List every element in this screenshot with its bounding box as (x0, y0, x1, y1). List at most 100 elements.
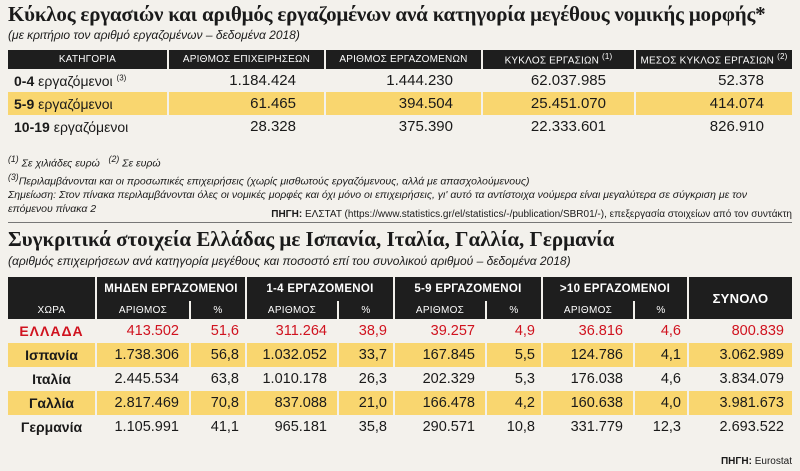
row-firms: 61.465 (167, 92, 325, 115)
cell-pct: 4,9 (485, 319, 542, 343)
header-group-zero: ΜΗΔΕΝ ΕΡΓΑΖΟΜΕΝΟΙ (95, 277, 246, 301)
cell-pct: 10,8 (485, 415, 542, 439)
comparison-header-sub: ΑΡΙΘΜΟΣ % ΑΡΙΘΜΟΣ % ΑΡΙΘΜΟΣ % ΑΡΙΘΜΟΣ % (8, 301, 792, 319)
footnote-3: Περιλαμβάνονται και οι προσωπικές επιχει… (18, 175, 530, 188)
header-country: ΧΩΡΑ (8, 277, 96, 319)
header-pct: % (633, 301, 688, 319)
footnote-note: Σημείωση: Στον πίνακα περιλαμβάνονται όλ… (8, 189, 747, 215)
cell-pct: 21,0 (337, 391, 394, 415)
header-firms: ΑΡΙΘΜΟΣ ΕΠΙΧΕΙΡΗΣΕΩΝ (167, 50, 325, 69)
header-group-5-9: 5-9 ΕΡΓΑΖΟΜΕΝΟΙ (393, 277, 542, 301)
header-count: ΑΡΙΘΜΟΣ (541, 301, 634, 319)
header-turnover: ΚΥΚΛΟΣ ΕΡΓΑΣΙΩΝ (1) (481, 50, 635, 69)
header-count: ΑΡΙΘΜΟΣ (245, 301, 338, 319)
country-name: Γαλλία (8, 391, 96, 415)
cell-total: 3.834.079 (687, 367, 792, 391)
cell-count: 2.817.469 (95, 391, 190, 415)
cell-count: 124.786 (541, 343, 634, 367)
table-row: 0-4 εργαζόμενοι (3) 1.184.424 1.444.230 … (8, 69, 792, 92)
cell-count: 1.032.052 (245, 343, 338, 367)
cell-count: 160.638 (541, 391, 634, 415)
category-range: 0-4 (14, 72, 35, 89)
cell-total: 3.981.673 (687, 391, 792, 415)
cell-pct: 12,3 (633, 415, 688, 439)
cell-pct: 63,8 (189, 367, 246, 391)
category-range: 5-9 (14, 95, 35, 112)
header-count: ΑΡΙΘΜΟΣ (95, 301, 190, 319)
cell-pct: 4,1 (633, 343, 688, 367)
footnote-mark-3: (3) (8, 172, 19, 182)
cell-count: 331.779 (541, 415, 634, 439)
footnote-mark-1: (1) (8, 154, 19, 164)
cell-pct: 4,0 (633, 391, 688, 415)
cell-count: 1.738.306 (95, 343, 190, 367)
header-employees: ΑΡΙΘΜΟΣ ΕΡΓΑΖΟΜΕΝΩΝ (324, 50, 482, 69)
section1-title: Κύκλος εργασιών και αριθμός εργαζομένων … (8, 2, 766, 26)
header-group-1-4: 1-4 ΕΡΓΑΖΟΜΕΝΟΙ (245, 277, 394, 301)
row-employees: 375.390 (324, 115, 482, 138)
header-turnover-sup: (1) (602, 52, 613, 62)
table-row: Ισπανία 1.738.306 56,8 1.032.052 33,7 167.845… (8, 343, 792, 367)
row-avg: 52.378 (634, 69, 792, 92)
turnover-table: ΚΑΤΗΓΟΡΙΑ ΑΡΙΘΜΟΣ ΕΠΙΧΕΙΡΗΣΕΩΝ ΑΡΙΘΜΟΣ Ε… (8, 50, 792, 138)
cell-count: 176.038 (541, 367, 634, 391)
row-firms: 1.184.424 (167, 69, 325, 92)
header-pct: % (485, 301, 542, 319)
cell-count: 202.329 (393, 367, 486, 391)
cell-count: 311.264 (245, 319, 338, 343)
table-row: Γαλλία 2.817.469 70,8 837.088 21,0 166.478 4,2… (8, 391, 792, 415)
row-category: 10-19 εργαζόμενοι (8, 115, 168, 138)
cell-count: 290.571 (393, 415, 486, 439)
cell-total: 2.693.522 (687, 415, 792, 439)
cell-count: 1.010.178 (245, 367, 338, 391)
divider (8, 222, 792, 223)
cell-pct: 26,3 (337, 367, 394, 391)
cell-count: 2.445.534 (95, 367, 190, 391)
cell-pct: 5,5 (485, 343, 542, 367)
category-text: εργαζόμενοι (38, 95, 113, 112)
header-avg-turnover-label: ΜΕΣΟΣ ΚΥΚΛΟΣ ΕΡΓΑΣΙΩΝ (640, 55, 775, 67)
source-1: ΠΗΓΗ: ΕΛΣΤΑΤ (https://www.statistics.gr/… (271, 209, 792, 220)
cell-pct: 56,8 (189, 343, 246, 367)
source-1-text: ΕΛΣΤΑΤ (https://www.statistics.gr/el/sta… (305, 209, 792, 220)
cell-count: 39.257 (393, 319, 486, 343)
footnote-1: Σε χιλιάδες ευρώ (21, 157, 100, 170)
section2-subtitle: (αριθμός επιχειρήσεων ανά κατηγορία μεγέ… (8, 254, 571, 268)
row-category: 0-4 εργαζόμενοι (3) (8, 69, 168, 92)
footnote-mark-2: (2) (108, 154, 120, 164)
cell-pct: 33,7 (337, 343, 394, 367)
row-avg: 414.074 (634, 92, 792, 115)
table-row: 5-9 εργαζόμενοι 61.465 394.504 25.451.07… (8, 92, 792, 115)
section1-subtitle: (με κριτήριο τον αριθμό εργαζομένων – δε… (8, 28, 300, 42)
header-pct: % (337, 301, 394, 319)
header-avg-turnover-sup: (2) (777, 52, 788, 62)
category-text: εργαζόμενοι (38, 72, 113, 89)
category-range: 10-19 (14, 118, 50, 135)
cell-total: 800.839 (687, 319, 792, 343)
cell-count: 413.502 (95, 319, 190, 343)
comparison-table: ΧΩΡΑ ΜΗΔΕΝ ΕΡΓΑΖΟΜΕΝΟΙ 1-4 ΕΡΓΑΖΟΜΕΝΟΙ 5… (8, 277, 792, 439)
cell-count: 167.845 (393, 343, 486, 367)
source-2-text: Eurostat (754, 456, 792, 467)
cell-pct: 35,8 (337, 415, 394, 439)
row-turnover: 22.333.601 (481, 115, 635, 138)
header-group-10plus: >10 ΕΡΓΑΖΟΜΕΝΟΙ (541, 277, 688, 301)
table-row: 10-19 εργαζόμενοι 28.328 375.390 22.333.… (8, 115, 792, 138)
cell-count: 166.478 (393, 391, 486, 415)
header-pct: % (189, 301, 246, 319)
source-1-label: ΠΗΓΗ: (271, 209, 303, 220)
cell-total: 3.062.989 (687, 343, 792, 367)
comparison-header-groups: ΧΩΡΑ ΜΗΔΕΝ ΕΡΓΑΖΟΜΕΝΟΙ 1-4 ΕΡΓΑΖΟΜΕΝΟΙ 5… (8, 277, 792, 319)
section2-title: Συγκριτικά στοιχεία Ελλάδας με Ισπανία, … (8, 227, 615, 251)
footnote-2: Σε ευρώ (122, 157, 161, 170)
country-name: ΕΛΛΑΔΑ (19, 323, 84, 339)
header-total: ΣΥΝΟΛΟ (687, 277, 792, 319)
row-employees: 394.504 (324, 92, 482, 115)
cell-pct: 4,6 (633, 319, 688, 343)
category-text: εργαζόμενοι (53, 118, 129, 135)
row-firms: 28.328 (167, 115, 325, 138)
row-turnover: 62.037.985 (481, 69, 635, 92)
category-sup: (3) (116, 72, 127, 82)
country-name: Ιταλία (32, 371, 71, 387)
cell-pct: 41,1 (189, 415, 246, 439)
